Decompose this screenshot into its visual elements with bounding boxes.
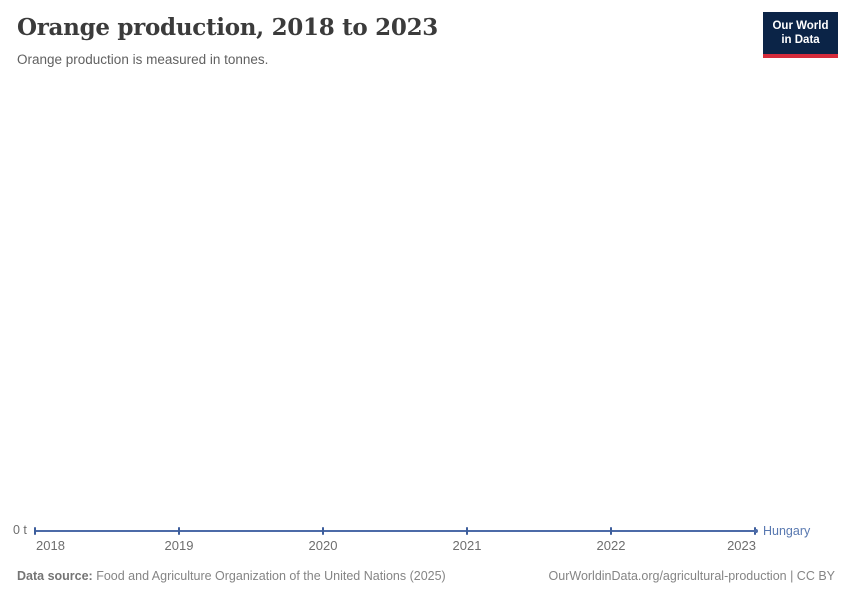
x-axis-tick-label-2021: 2021 bbox=[452, 538, 482, 553]
data-point-tick-2020 bbox=[322, 527, 324, 535]
data-point-tick-2018 bbox=[34, 527, 36, 535]
y-axis-zero-label: 0 t bbox=[13, 523, 27, 537]
entity-label-hungary[interactable]: Hungary bbox=[763, 524, 811, 538]
x-axis-tick-label-2023: 2023 bbox=[727, 538, 756, 553]
credit-link[interactable]: OurWorldinData.org/agricultural-producti… bbox=[548, 569, 835, 583]
owid-logo[interactable]: Our World in Data bbox=[763, 12, 838, 58]
chart-title: Orange production, 2018 to 2023 bbox=[17, 14, 438, 41]
data-source-label: Data source: bbox=[17, 569, 93, 583]
series-end-marker bbox=[754, 529, 758, 533]
x-axis-tick-label-2019: 2019 bbox=[164, 538, 194, 553]
data-point-tick-2022 bbox=[610, 527, 612, 535]
data-source-note: Data source: Food and Agriculture Organi… bbox=[17, 569, 446, 583]
hungary-series-line bbox=[35, 530, 755, 532]
x-axis-tick-label-2018: 2018 bbox=[36, 538, 65, 553]
chart-subtitle: Orange production is measured in tonnes. bbox=[17, 52, 269, 67]
x-axis-tick-label-2022: 2022 bbox=[596, 538, 626, 553]
data-point-tick-2021 bbox=[466, 527, 468, 535]
x-axis-tick-label-2020: 2020 bbox=[308, 538, 338, 553]
owid-logo-line2: in Data bbox=[781, 34, 820, 47]
plot-area bbox=[0, 80, 850, 520]
data-source-text: Food and Agriculture Organization of the… bbox=[92, 569, 446, 583]
data-point-tick-2019 bbox=[178, 527, 180, 535]
owid-logo-line1: Our World bbox=[772, 20, 829, 32]
